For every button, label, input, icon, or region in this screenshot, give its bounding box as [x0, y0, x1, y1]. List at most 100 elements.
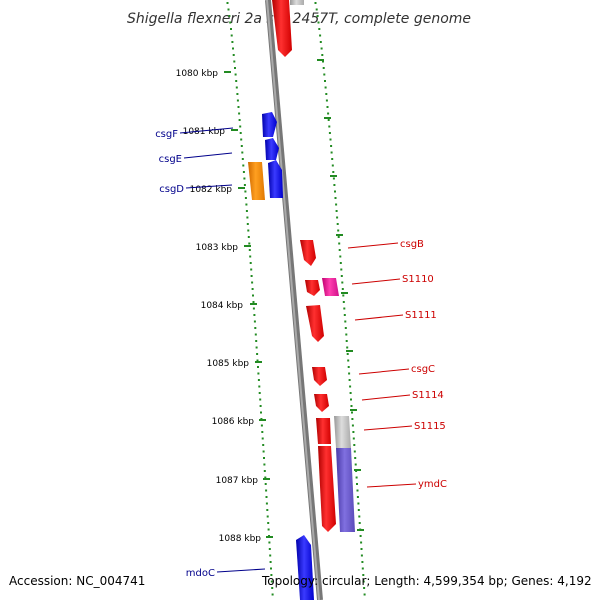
ring-dot: [230, 28, 232, 30]
label-csgC[interactable]: csgC: [411, 364, 435, 375]
gene-csgD[interactable]: [268, 160, 283, 198]
genome-title: Shigella flexneri 2a str. 2457T, complet…: [127, 11, 471, 27]
label-S1114[interactable]: S1114: [412, 390, 444, 401]
ring-dot: [237, 106, 240, 108]
ring-dot: [263, 457, 265, 459]
ring-dot: [236, 99, 239, 102]
gene-csgC[interactable]: [312, 367, 327, 386]
ring-dot: [246, 223, 249, 225]
gene-S1114[interactable]: [314, 394, 329, 412]
ring-dot: [265, 502, 268, 505]
ring-dot: [352, 431, 355, 433]
ring-dot: [336, 216, 339, 219]
ring-dot: [230, 34, 233, 37]
ring-dot: [258, 385, 261, 388]
label-mdoC[interactable]: mdoC: [186, 568, 215, 579]
ring-dot: [347, 366, 350, 368]
gene-grey-right[interactable]: [334, 416, 351, 448]
gene-S1110[interactable]: [305, 280, 320, 296]
genome-summary-text: Topology: circular; Length: 4,599,354 bp…: [262, 574, 592, 588]
ring-dot: [253, 314, 256, 316]
ring-dot: [242, 171, 245, 173]
ring-dot: [319, 34, 322, 37]
ring-dot: [338, 249, 341, 251]
ring-dot: [314, 2, 317, 4]
ring-dot: [267, 528, 270, 531]
ring-dot: [336, 223, 339, 225]
gene-mdoC[interactable]: [296, 535, 314, 600]
ring-dot: [359, 535, 362, 537]
ring-dot: [351, 411, 353, 414]
ring-dot: [330, 145, 333, 147]
ring-dot: [356, 489, 359, 492]
ring-dot: [340, 268, 343, 271]
ring-dot: [350, 405, 353, 407]
ring-dot: [269, 554, 272, 557]
gene-S1111[interactable]: [306, 305, 324, 342]
ring-dot: [325, 99, 328, 102]
ring-dot: [328, 132, 331, 134]
ring-dot: [266, 509, 269, 511]
ring-dot: [345, 333, 348, 336]
ring-dot: [227, 8, 230, 11]
ring-dot: [342, 301, 345, 303]
tick-label-1086: 1086 kbp: [212, 417, 255, 427]
label-ymdC[interactable]: ymdC: [418, 479, 447, 490]
ring-dot: [241, 158, 244, 160]
ring-dot: [322, 67, 325, 69]
ring-dot: [268, 548, 271, 550]
ring-dot: [249, 262, 252, 264]
gene-S1110b[interactable]: [322, 278, 339, 296]
ring-dot: [338, 242, 341, 245]
label-S1111[interactable]: S1111: [405, 310, 437, 321]
ring-dot: [252, 294, 254, 297]
ring-dot: [334, 197, 337, 199]
ring-dot: [363, 587, 366, 589]
gene-orange[interactable]: [248, 162, 265, 200]
ring-dot: [354, 463, 357, 466]
ring-dot: [327, 119, 330, 121]
ring-dot: [267, 522, 270, 524]
ring-dot: [316, 15, 319, 17]
gene-ymdC[interactable]: [318, 446, 336, 532]
ring-dot: [339, 262, 342, 264]
ring-dot: [341, 281, 344, 284]
gene-top-red[interactable]: [272, 0, 292, 57]
ring-dot: [253, 320, 256, 323]
ring-dot: [257, 372, 260, 375]
ring-dot: [344, 320, 347, 323]
gene-top-grey[interactable]: [290, 0, 304, 5]
label-S1115[interactable]: S1115: [414, 421, 446, 432]
gene-S1115[interactable]: [316, 418, 331, 444]
label-leaders: [179, 127, 417, 573]
tick-label-1087: 1087 kbp: [216, 476, 259, 486]
tick-label-1082: 1082 kbp: [190, 185, 233, 195]
tick-label-1081: 1081 kbp: [183, 127, 226, 137]
ring-dot: [352, 437, 355, 440]
label-S1110[interactable]: S1110: [402, 274, 434, 285]
gene-csgF[interactable]: [262, 112, 277, 137]
ring-dot: [340, 275, 343, 277]
label-csgF[interactable]: csgF: [155, 129, 178, 140]
ring-dot: [358, 522, 361, 524]
ring-dot: [361, 567, 364, 570]
ring-dot: [233, 60, 236, 63]
ring-dot: [250, 268, 253, 271]
ring-dot: [249, 255, 252, 258]
label-csgB[interactable]: csgB: [400, 239, 424, 250]
ring-dot: [326, 106, 329, 108]
label-csgE[interactable]: csgE: [159, 154, 182, 165]
ring-dot: [343, 314, 346, 316]
ring-dot: [238, 119, 241, 121]
ring-dot: [346, 353, 349, 355]
ring-dot: [265, 489, 268, 492]
ring-dot: [363, 593, 366, 596]
ring-dot: [232, 47, 234, 50]
ring-dot: [257, 379, 260, 381]
axis-tick-labels: 1080 kbp 1081 kbp 1082 kbp 1083 kbp 1084…: [176, 69, 262, 544]
ring-dot: [349, 385, 352, 388]
label-csgD[interactable]: csgD: [159, 184, 184, 195]
gene-purple-right[interactable]: [336, 448, 355, 532]
gene-csgE[interactable]: [265, 138, 279, 160]
gene-csgB[interactable]: [300, 240, 316, 266]
